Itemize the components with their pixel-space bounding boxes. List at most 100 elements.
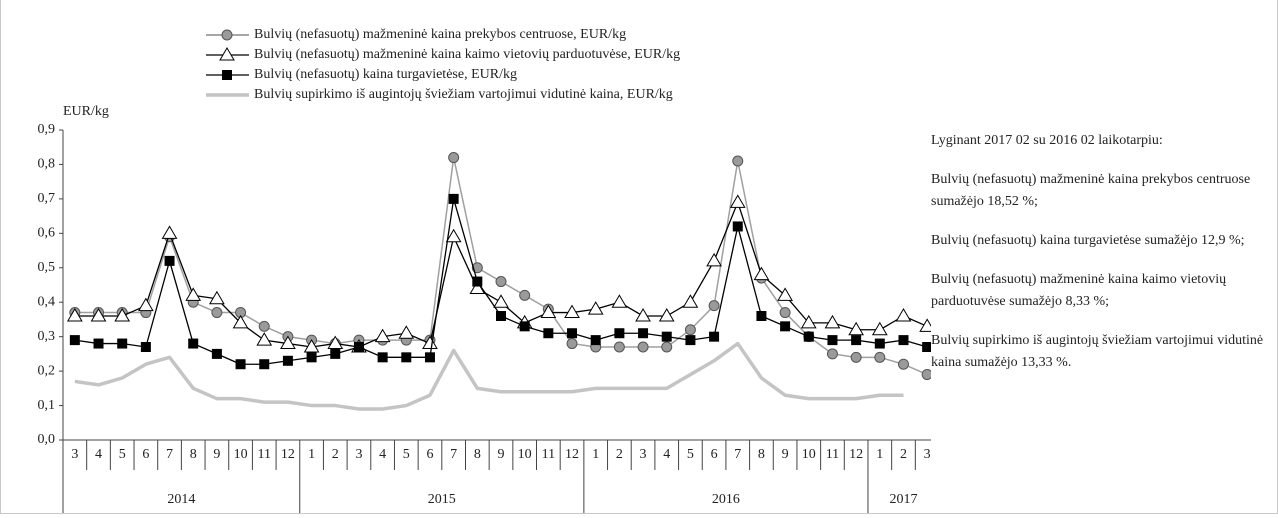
data-point	[587, 301, 604, 315]
x-tick-label: 8	[474, 447, 481, 462]
data-point	[471, 262, 483, 274]
data-point	[519, 321, 530, 332]
data-point	[590, 335, 601, 346]
x-tick-label: 2	[900, 447, 907, 462]
y-tick-label: 0,0	[38, 432, 56, 447]
data-point	[729, 194, 746, 208]
data-point	[377, 352, 388, 363]
data-point	[732, 221, 743, 232]
x-tick-label: 2	[332, 447, 339, 462]
x-tick-label: 5	[119, 447, 126, 462]
data-point	[282, 355, 293, 366]
data-point	[708, 300, 720, 312]
x-tick-label: 11	[542, 447, 555, 462]
data-point	[209, 290, 225, 305]
data-point	[424, 352, 435, 363]
data-point	[777, 287, 793, 301]
note: Bulvių (nefasuotų) kaina turgavietėse su…	[931, 233, 1245, 248]
legend-label: Bulvių (nefasuotų) mažmeninė kaina kaimo…	[254, 47, 680, 62]
x-tick-label: 7	[734, 447, 741, 462]
x-tick-label: 9	[213, 447, 220, 462]
data-point	[613, 341, 625, 353]
x-tick-label: 7	[166, 447, 173, 462]
x-tick-label: 9	[782, 447, 789, 462]
data-point	[232, 314, 249, 329]
data-point	[611, 294, 628, 308]
chart: EUR/kg 0,0 0,1 0,2 0,3 0,4 0,5 0,6 0,7 0,8 0,9 3 4 5…	[38, 27, 940, 513]
data-point	[753, 266, 770, 281]
note: Lyginant 2017 02 su 2016 02 laikotarpiu:	[931, 133, 1163, 148]
x-tick-label: 3	[355, 447, 362, 462]
data-point	[566, 338, 578, 350]
data-point	[540, 304, 557, 319]
x-tick-label: 7	[450, 447, 457, 462]
x-tick-label: 4	[663, 447, 670, 462]
data-point	[661, 341, 673, 353]
x-tick-label: 8	[190, 447, 197, 462]
series-line	[74, 201, 928, 348]
x-tick-label: 1	[592, 447, 599, 462]
data-point	[756, 311, 767, 321]
data-point	[493, 294, 509, 308]
data-point	[827, 335, 838, 346]
data-point	[66, 308, 83, 322]
data-point	[921, 369, 933, 381]
note: Bulvių (nefasuotų) mažmeninė kaina kaimo…	[931, 272, 1227, 309]
data-point	[164, 255, 175, 266]
data-point	[709, 331, 720, 342]
data-point	[401, 352, 412, 363]
x-tick-label: 8	[758, 447, 765, 462]
data-point	[259, 359, 270, 370]
data-point	[682, 294, 699, 308]
data-point	[472, 276, 483, 287]
data-point	[90, 308, 107, 322]
data-point	[211, 307, 223, 319]
y-tick-label: 0,2	[38, 363, 56, 378]
data-point	[306, 352, 317, 363]
x-tick-label: 4	[95, 447, 102, 462]
data-point	[685, 335, 696, 346]
data-point	[897, 358, 909, 370]
data-point	[330, 348, 341, 359]
data-point	[706, 252, 722, 267]
legend-label: Bulvių (nefasuotų) mažmeninė kaina preky…	[254, 27, 626, 42]
data-point	[137, 297, 154, 312]
data-point	[826, 348, 838, 360]
data-point	[303, 339, 320, 353]
y-tick-label: 0,3	[38, 329, 56, 344]
notes: Lyginant 2017 02 su 2016 02 laikotarpiu:…	[931, 130, 1276, 391]
data-point	[448, 193, 459, 204]
x-tick-label: 9	[498, 447, 505, 462]
x-tick-label: 1	[876, 447, 883, 462]
data-point	[235, 359, 246, 370]
x-tick-label: 12	[281, 447, 295, 462]
data-point	[874, 338, 885, 349]
x-tick-label: 6	[711, 447, 718, 462]
data-point	[256, 332, 273, 346]
data-point	[374, 328, 391, 343]
x-tick-label: 3	[640, 447, 647, 462]
data-point	[327, 335, 344, 350]
data-point	[114, 308, 131, 322]
data-point	[874, 351, 886, 363]
legend-marker	[221, 29, 233, 41]
x-tick-label: 10	[234, 447, 248, 462]
data-point	[803, 331, 814, 342]
data-point	[398, 325, 415, 339]
y-tick-label: 0,4	[38, 294, 56, 309]
year-label: 2015	[428, 492, 456, 507]
data-point	[922, 342, 933, 352]
data-point	[684, 324, 696, 336]
y-tick-label: 0,5	[38, 260, 56, 275]
x-tick-label: 12	[849, 447, 863, 462]
data-point	[519, 289, 531, 301]
x-tick-label: 10	[802, 447, 816, 462]
data-point	[661, 331, 672, 342]
x-tick-label: 1	[308, 447, 315, 462]
x-tick-label: 6	[426, 447, 433, 462]
x-tick-label: 3	[71, 447, 78, 462]
data-point	[895, 308, 912, 322]
data-point	[117, 338, 128, 349]
x-tick-label: 4	[379, 447, 386, 462]
data-point	[353, 342, 364, 352]
